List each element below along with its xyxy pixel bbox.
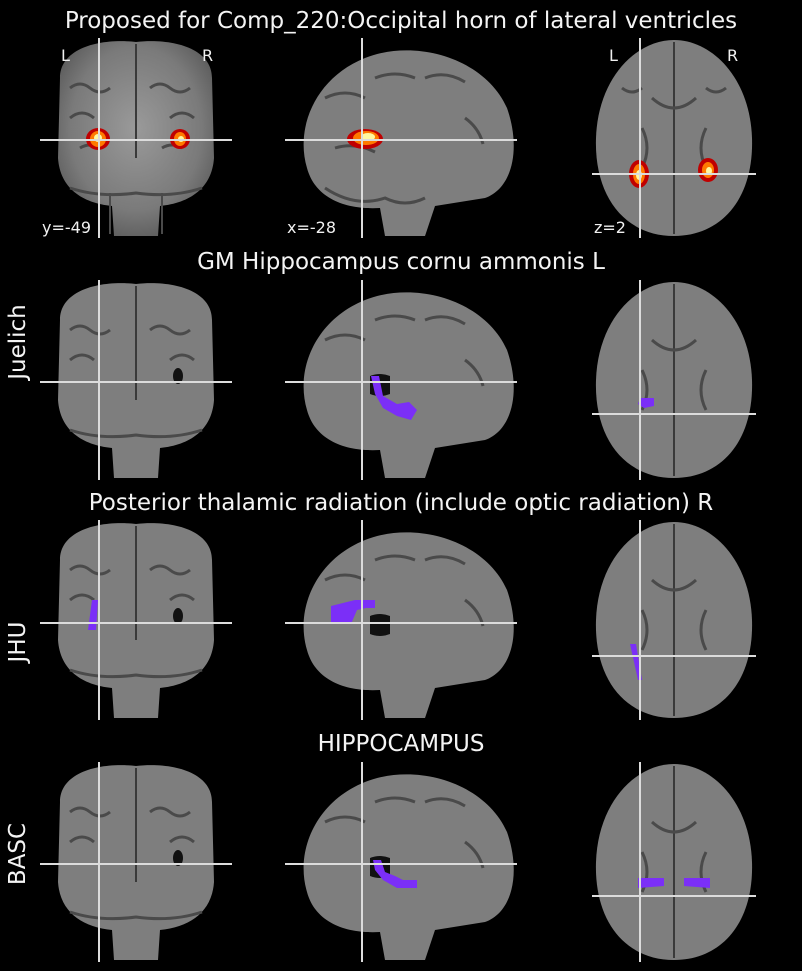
axial-slice-juelich bbox=[592, 280, 756, 480]
atlas-region-axial bbox=[638, 398, 654, 408]
row-title-proposed: Proposed for Comp_220:Occipital horn of … bbox=[64, 8, 738, 34]
sagittal-slice-proposed bbox=[285, 38, 517, 238]
coronal-brain-image bbox=[40, 280, 232, 480]
coronal-brain-image bbox=[40, 38, 232, 238]
axial-coordinate: z=2 bbox=[594, 218, 626, 237]
orientation-right-label: R bbox=[202, 46, 214, 65]
coronal-coordinate: y=-49 bbox=[42, 218, 92, 237]
row-title-jhu: Posterior thalamic radiation (include op… bbox=[88, 490, 714, 516]
orientation-left-label: L bbox=[61, 46, 70, 65]
sagittal-brain-image bbox=[285, 38, 517, 238]
orientation-right-label-axial: R bbox=[727, 46, 739, 65]
axial-slice-jhu bbox=[592, 520, 756, 720]
coronal-slice-proposed bbox=[40, 38, 232, 238]
coronal-slice-jhu bbox=[40, 520, 232, 720]
axial-brain-image bbox=[592, 520, 756, 720]
sagittal-slice-jhu bbox=[285, 520, 517, 720]
coronal-brain-image bbox=[40, 762, 232, 962]
sagittal-coordinate: x=-28 bbox=[287, 218, 337, 237]
axial-brain-image bbox=[592, 38, 756, 238]
coronal-slice-basc bbox=[40, 762, 232, 962]
row-title-juelich: GM Hippocampus cornu ammonis L bbox=[197, 249, 605, 275]
sagittal-slice-basc bbox=[285, 762, 517, 962]
row-title-basc: HIPPOCAMPUS bbox=[317, 731, 485, 757]
axial-brain-image bbox=[592, 280, 756, 480]
sagittal-slice-juelich bbox=[285, 280, 517, 480]
axial-slice-basc bbox=[592, 762, 756, 962]
atlas-region-axial-left bbox=[638, 878, 664, 888]
sagittal-brain-image bbox=[285, 762, 517, 962]
atlas-region-sagittal bbox=[331, 600, 375, 624]
sagittal-brain-image bbox=[285, 280, 517, 480]
atlas-region-sagittal bbox=[373, 860, 417, 888]
axial-slice-proposed bbox=[592, 38, 756, 238]
atlas-region-sagittal bbox=[371, 376, 417, 420]
coronal-slice-juelich bbox=[40, 280, 232, 480]
atlas-region-axial-right bbox=[684, 878, 710, 888]
coronal-brain-image bbox=[40, 520, 232, 720]
orientation-left-label-axial: L bbox=[609, 46, 618, 65]
sagittal-brain-image bbox=[285, 520, 517, 720]
axial-brain-image bbox=[592, 762, 756, 962]
heat-blob-axial-right bbox=[698, 158, 718, 182]
